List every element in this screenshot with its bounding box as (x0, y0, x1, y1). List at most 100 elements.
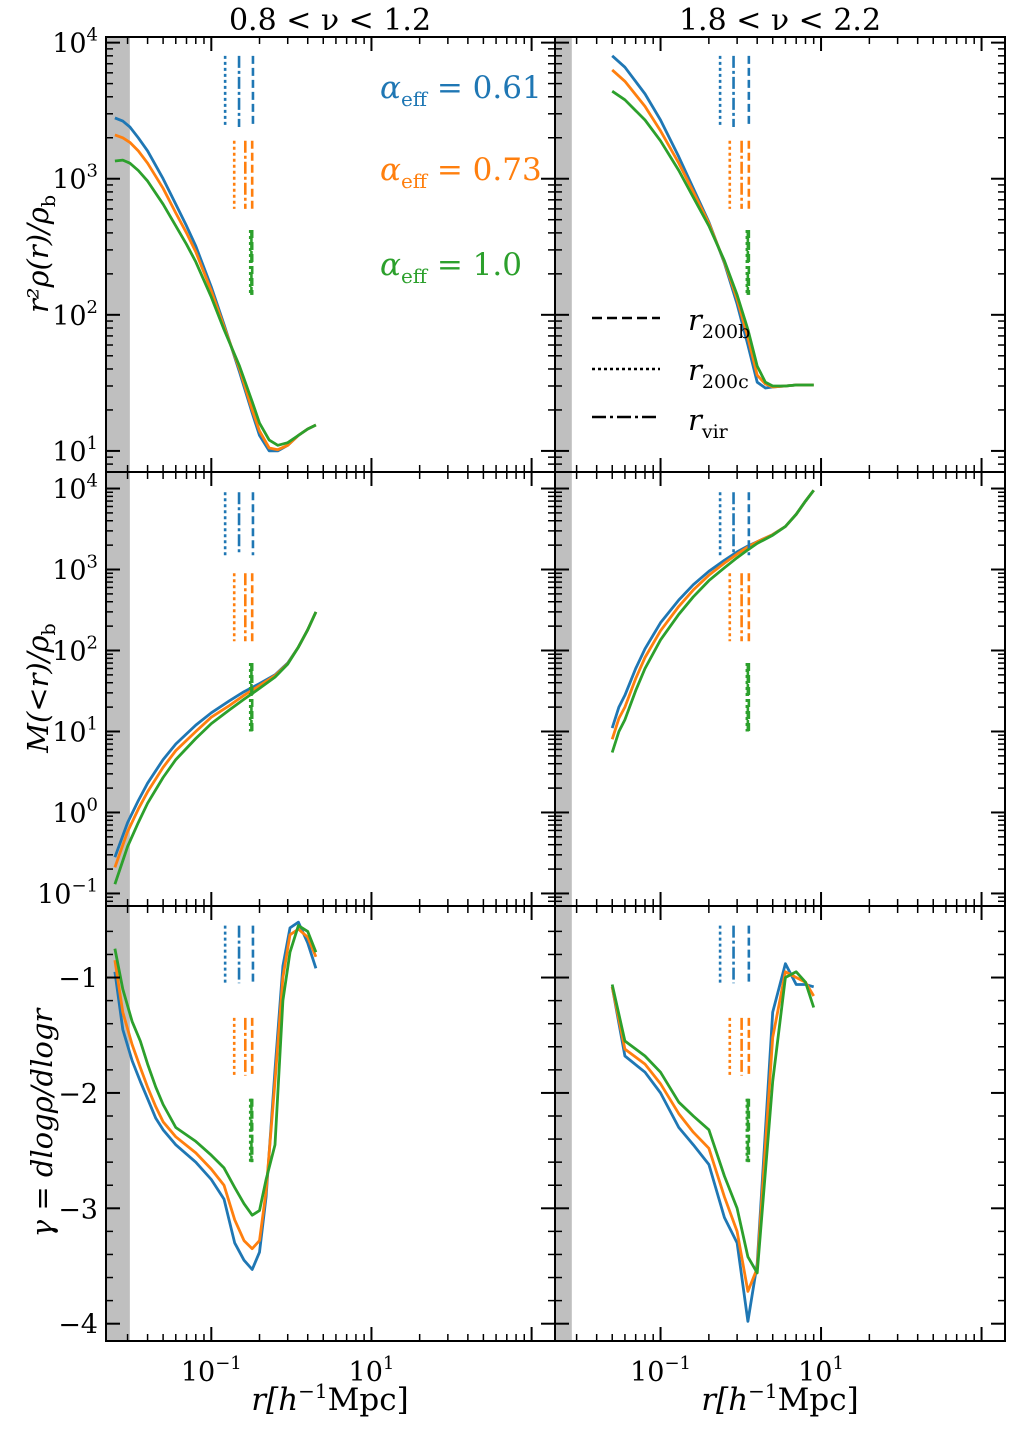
series-line-1 (113, 611, 318, 868)
y-tick-label-base: −2 (58, 1079, 98, 1110)
x-tick-label-base: 10 (349, 1357, 383, 1388)
y-tick-label-base: 10 (52, 301, 86, 332)
y-tick-label-exp: 2 (87, 297, 98, 318)
y-tick-label-exp: 0 (87, 794, 98, 815)
series-line-0 (113, 920, 318, 1271)
xlabel-right-part1: r[h (701, 1382, 748, 1418)
y-tick-label-exp: 3 (87, 161, 98, 182)
y-tick-label-base: 10 (52, 798, 86, 829)
ylabel-row3: γ = dlogρ/dlogr (25, 1007, 59, 1238)
alpha-green-value: = 1.0 (427, 247, 522, 283)
series-line-0 (114, 116, 317, 453)
series-line-1 (114, 133, 317, 452)
y-tick-label: −3 (58, 1194, 98, 1225)
panel-r0-c1 (554, 36, 1006, 473)
y-tick-label-base: 10 (52, 165, 86, 196)
alpha-green-symbol: α (380, 247, 401, 283)
x-tick-label: 101 (798, 1353, 844, 1388)
panel-frame (554, 471, 1006, 907)
y-tick-label: −4 (58, 1310, 98, 1341)
panel-plot-area (555, 37, 814, 472)
panel-plot-area (106, 472, 318, 906)
x-tick-label-base: 10 (181, 1357, 215, 1388)
y-tick-label: 102 (52, 633, 98, 668)
panel-plot-area (555, 472, 815, 906)
series-line-2 (611, 90, 814, 388)
y-tick-label: 10−1 (37, 875, 98, 910)
resolution-shade (555, 906, 572, 1341)
y-tick-label: −2 (58, 1079, 98, 1110)
y-tick-label: 103 (52, 552, 98, 587)
x-tick-label: 10−1 (630, 1353, 691, 1388)
labels-layer: 0.8 < ν < 1.2 1.8 < ν < 2.2 r[h−1Mpc] r[… (21, 3, 881, 1418)
panels-layer: 10110210310410−1100101102103104−1−2−3−41… (37, 25, 1006, 1388)
y-tick-label-base: 10 (52, 437, 86, 468)
column-title-left: 0.8 < ν < 1.2 (229, 3, 431, 38)
series-line-2 (114, 158, 317, 447)
panel-frame (554, 905, 1006, 1342)
alpha-annotation-blue: αeff = 0.61 (380, 70, 542, 111)
ylabel-row1: r²ρ(r)/ρb (21, 195, 60, 313)
resolution-shade (555, 472, 572, 906)
panel-r1-c1 (554, 471, 1006, 907)
xlabel-left-part3: Mpc] (328, 1382, 409, 1418)
y-tick-label-base: 10 (52, 29, 86, 60)
panel-r2-c1: 10−1 101 (554, 905, 1006, 1388)
xlabel-right-exp: −1 (748, 1379, 777, 1403)
ylabel-row3-main: γ = dlogρ/dlogr (25, 1007, 59, 1238)
xlabel-left: r[h−1Mpc] (251, 1379, 408, 1418)
series-line-2 (113, 924, 318, 1217)
column-title-right: 1.8 < ν < 2.2 (679, 3, 881, 38)
panel-frame (554, 36, 1006, 473)
xlabel-left-part1: r[h (251, 1382, 298, 1418)
x-tick-label: 101 (349, 1353, 395, 1388)
y-tick-label: 104 (52, 25, 98, 60)
series-line-2 (610, 489, 815, 753)
series-line-1 (610, 970, 815, 1293)
alpha-green-sub: eff (401, 264, 429, 288)
series-line-0 (610, 489, 815, 729)
x-tick-label-exp: −1 (215, 1353, 242, 1374)
ylabel-row1-sub: b (38, 195, 60, 207)
ylabel-row2: M(<r)/ρb (21, 623, 60, 753)
alpha-blue-symbol: α (380, 70, 401, 106)
resolution-shade (555, 37, 572, 472)
alpha-annotation-orange: αeff = 0.73 (380, 152, 542, 193)
y-tick-label-exp: 1 (87, 433, 98, 454)
alpha-blue-sub: eff (401, 87, 429, 111)
y-tick-label-base: 10 (52, 637, 86, 668)
y-tick-label-base: 10 (37, 879, 71, 910)
legend-r200c-label: r200c (688, 353, 749, 393)
x-tick-label: 10−1 (181, 1353, 242, 1388)
alpha-annotation-green: αeff = 1.0 (380, 247, 522, 288)
radius-legend: r200b r200c rvir (592, 303, 750, 443)
x-tick-label-base: 10 (798, 1357, 832, 1388)
x-tick-label-base: 10 (630, 1357, 664, 1388)
x-tick-label-exp: −1 (664, 1353, 691, 1374)
x-tick-label-exp: 1 (383, 1353, 394, 1374)
y-tick-label: 104 (52, 471, 98, 506)
y-tick-label-exp: 1 (87, 713, 98, 734)
series-line-2 (113, 611, 318, 885)
resolution-shade (106, 472, 130, 906)
alpha-blue-value: = 0.61 (427, 70, 542, 106)
y-tick-label: 101 (52, 713, 98, 748)
ylabel-row1-main: r²ρ(r)/ρ (21, 207, 55, 313)
alpha-orange-symbol: α (380, 152, 401, 188)
y-tick-label-base: −1 (58, 964, 98, 995)
y-tick-label-exp: 2 (87, 633, 98, 654)
series-line-2 (610, 970, 816, 1275)
y-tick-label-base: 10 (52, 717, 86, 748)
alpha-orange-sub: eff (401, 169, 429, 193)
legend-r200b-label: r200b (688, 303, 750, 343)
panel-r2-c0: −1−2−3−410−1 101 (58, 905, 556, 1388)
alpha-orange-value: = 0.73 (427, 152, 542, 188)
panel-plot-area (555, 906, 816, 1341)
panel-plot-area (106, 906, 318, 1341)
panel-plot-area (106, 37, 317, 472)
y-tick-label-base: 10 (52, 475, 86, 506)
y-tick-label: 102 (52, 297, 98, 332)
legend-rvir-label: rvir (688, 403, 729, 443)
y-tick-label: 100 (52, 794, 98, 829)
